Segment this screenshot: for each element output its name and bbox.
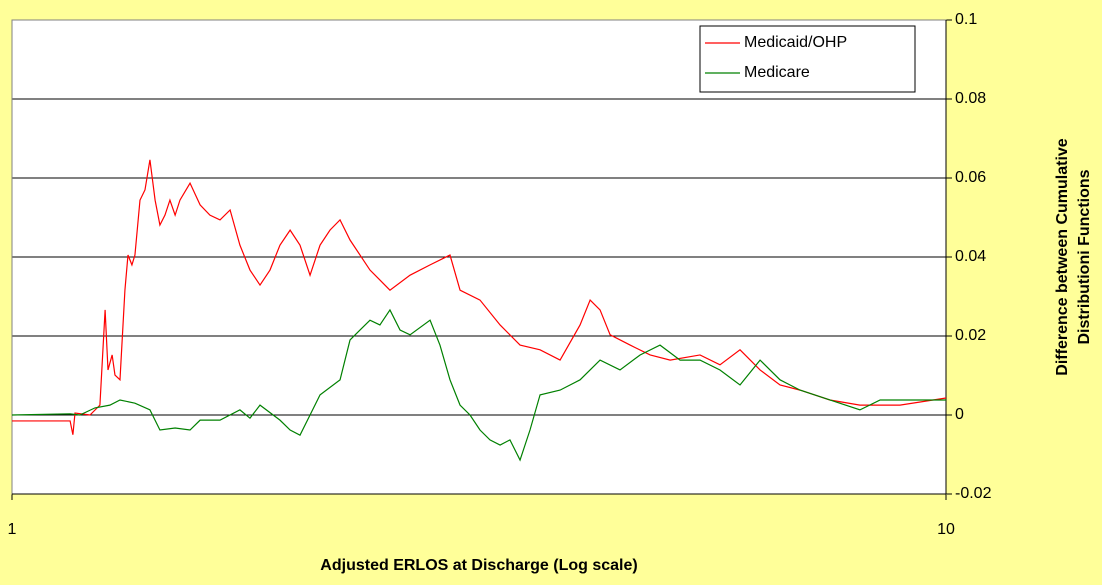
y-axis-label-line: Difference between Cumulative	[1054, 138, 1071, 376]
y-axis-label-line: Distributioni Functions	[1076, 169, 1093, 344]
y-tick-label: 0.1	[955, 11, 977, 28]
legend-box	[699, 25, 916, 93]
y-tick-label: 0	[955, 406, 964, 423]
legend-label: Medicare	[744, 64, 810, 81]
y-tick-label: 0.08	[955, 90, 986, 107]
y-tick-label: 0.06	[955, 169, 986, 186]
x-axis-label: Adjusted ERLOS at Discharge (Log scale)	[320, 557, 637, 574]
y-tick-label: -0.02	[955, 485, 992, 502]
y-tick-label: 0.04	[955, 248, 986, 265]
x-tick-label: 10	[937, 521, 955, 538]
x-tick-label: 1	[8, 521, 17, 538]
legend-label: Medicaid/OHP	[744, 34, 847, 51]
line-series	[12, 159, 947, 435]
y-axis-label: Difference between Cumulative Distributi…	[1054, 138, 1093, 376]
y-tick-label: 0.02	[955, 327, 986, 344]
line-series	[11, 308, 946, 462]
